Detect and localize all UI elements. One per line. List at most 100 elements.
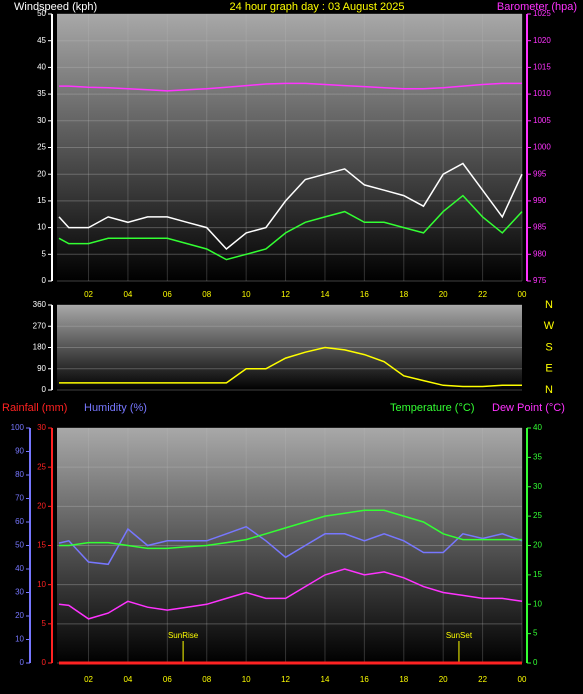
compass-label: N [545,299,553,311]
y2-label: Barometer (hpa) [497,1,577,13]
x-tick-label: 20 [439,290,448,299]
tick-label: 1000 [533,143,551,152]
compass-label: W [544,320,555,332]
tick-label: 90 [15,447,24,456]
tick-label: 360 [33,300,47,309]
tick-label: 30 [15,588,24,597]
tick-label: 15 [37,196,46,205]
tick-label: 0 [42,658,47,667]
tick-label: 20 [15,611,24,620]
tick-label: 20 [533,541,542,550]
y4-label: Dew Point (°C) [492,402,565,414]
tick-label: 975 [533,276,547,285]
x-tick-label: 08 [202,675,211,684]
tick-label: 1020 [533,36,551,45]
tick-label: 270 [33,321,47,330]
tick-label: 50 [37,9,46,18]
tick-label: 0 [533,658,538,667]
tick-label: 0 [42,385,47,394]
tick-label: 40 [15,564,24,573]
tick-label: 10 [37,223,46,232]
y3-label: Humidity (%) [84,402,147,414]
tick-label: 985 [533,223,547,232]
x-tick-label: 16 [360,675,369,684]
series-line [58,162,523,251]
tick-label: 25 [37,143,46,152]
tick-label: 15 [37,541,46,550]
x-tick-label: 08 [202,290,211,299]
tick-label: 1005 [533,116,551,125]
x-tick-label: 02 [84,675,93,684]
tick-label: 25 [37,462,46,471]
x-tick-label: 18 [399,290,408,299]
x-tick-label: 10 [242,290,251,299]
tick-label: 5 [42,249,47,258]
tick-label: 35 [37,89,46,98]
annotation: SunSet [446,631,473,640]
series-line [59,82,522,92]
tick-label: 30 [37,423,46,432]
x-tick-label: 00 [518,675,527,684]
x-tick-label: 14 [321,675,330,684]
plot-area [57,14,522,281]
x-tick-label: 00 [518,290,527,299]
tick-label: 0 [42,276,47,285]
x-tick-label: 16 [360,290,369,299]
y-label: Rainfall (mm) [2,402,67,414]
compass-label: E [545,363,552,375]
x-tick-label: 12 [281,675,290,684]
series-line [58,194,523,261]
tick-label: 30 [37,116,46,125]
tick-label: 20 [37,169,46,178]
tick-label: 5 [42,619,47,628]
tick-label: 10 [15,635,24,644]
x-tick-label: 22 [478,675,487,684]
tick-label: 10 [37,580,46,589]
plot-area [57,305,522,390]
x-tick-label: 06 [163,675,172,684]
x-tick-label: 20 [439,675,448,684]
tick-label: 30 [533,482,542,491]
tick-label: 980 [533,249,547,258]
tick-label: 45 [37,36,46,45]
compass-label: N [545,384,553,396]
tick-label: 25 [533,511,542,520]
y-label: Windspeed (kph) [14,1,97,13]
tick-label: 995 [533,169,547,178]
compass-label: S [545,341,552,353]
tick-label: 20 [37,501,46,510]
x-tick-label: 06 [163,290,172,299]
tick-label: 0 [20,658,25,667]
tick-label: 40 [533,423,542,432]
x-tick-label: 12 [281,290,290,299]
series-line [58,525,523,566]
tick-label: 35 [533,452,542,461]
tick-label: 5 [533,629,538,638]
x-tick-label: 04 [123,290,132,299]
tick-label: 10 [533,599,542,608]
x-tick-label: 18 [399,675,408,684]
tick-label: 15 [533,570,542,579]
tick-label: 990 [533,196,547,205]
tick-label: 1025 [533,9,551,18]
tick-label: 1010 [533,89,551,98]
tick-label: 180 [33,343,47,352]
x-tick-label: 04 [123,675,132,684]
plot-area [57,428,522,663]
chart-title: 24 hour graph day : 03 August 2025 [230,1,405,13]
series-line [59,509,522,550]
annotation: SunRise [168,631,199,640]
series-line [59,346,522,388]
tick-label: 60 [15,517,24,526]
tick-label: 80 [15,470,24,479]
tick-label: 70 [15,494,24,503]
series-line [58,568,523,620]
x-tick-label: 14 [321,290,330,299]
x-tick-label: 22 [478,290,487,299]
tick-label: 1015 [533,63,551,72]
x-tick-label: 02 [84,290,93,299]
y2-label: Temperature (°C) [390,402,474,414]
x-tick-label: 10 [242,675,251,684]
tick-label: 100 [11,423,25,432]
